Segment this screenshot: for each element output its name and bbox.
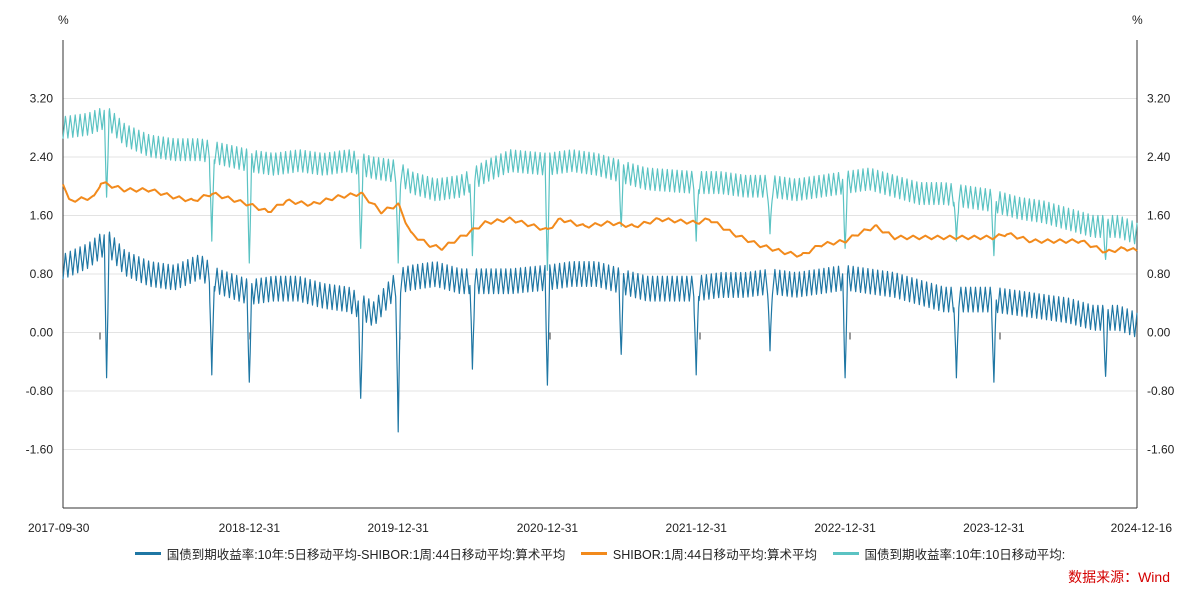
- legend-label-bond-yield: 国债到期收益率:10年:10日移动平均:: [864, 548, 1066, 562]
- legend: 国债到期收益率:10年:5日移动平均-SHIBOR:1周:44日移动平均:算术平…: [0, 544, 1200, 563]
- x-tick-label: 2021-12-31: [666, 521, 728, 535]
- x-tick-label: 2020-12-31: [517, 521, 579, 535]
- data-source-note: 数据来源：Wind: [1068, 569, 1170, 585]
- y-tick-label-right: 1.60: [1147, 209, 1171, 223]
- series-line-1: [62, 181, 1138, 258]
- legend-label-spread: 国债到期收益率:10年:5日移动平均-SHIBOR:1周:44日移动平均:算术平…: [166, 548, 566, 562]
- y-tick-label-left: 0.00: [30, 326, 54, 340]
- y-tick-label-right: -0.80: [1147, 384, 1175, 398]
- legend-swatch-spread: [134, 552, 161, 555]
- x-tick-label: 2019-12-31: [367, 521, 429, 535]
- series-layer: [62, 108, 1138, 433]
- legend-item-shibor: SHIBOR:1周:44日移动平均:算术平均: [580, 544, 818, 563]
- x-tick-label: 2024-12-16: [1111, 521, 1173, 535]
- y-tick-label-left: 1.60: [30, 209, 54, 223]
- x-tick-label: 2017-09-30: [28, 521, 90, 535]
- series-line-2: [62, 108, 1138, 271]
- y-tick-label-right: -1.60: [1147, 443, 1175, 457]
- legend-item-bond-yield: 国债到期收益率:10年:10日移动平均:: [832, 544, 1066, 563]
- series-line-0: [62, 231, 1138, 433]
- y-tick-label-left: 3.20: [30, 92, 54, 106]
- x-tick-label: 2023-12-31: [963, 521, 1025, 535]
- y-tick-label-right: 3.20: [1147, 92, 1171, 106]
- right-unit-label: %: [1132, 13, 1143, 27]
- chart-svg: 3.20 3.20 2.40 2.40 1.60 1.60 0.80 0.80 0.00 0.00…: [26, 13, 1175, 535]
- legend-swatch-shibor: [580, 552, 607, 555]
- y-tick-label-right: 0.80: [1147, 267, 1171, 281]
- legend-item-spread: 国债到期收益率:10年:5日移动平均-SHIBOR:1周:44日移动平均:算术平…: [134, 544, 566, 563]
- y-tick-label-left: 2.40: [30, 150, 54, 164]
- legend-label-shibor: SHIBOR:1周:44日移动平均:算术平均: [612, 548, 818, 562]
- x-tick-label: 2018-12-31: [219, 521, 281, 535]
- left-unit-label: %: [58, 13, 69, 27]
- y-tick-label-right: 0.00: [1147, 326, 1171, 340]
- axes: 3.20 3.20 2.40 2.40 1.60 1.60 0.80 0.80 0.00 0.00…: [26, 40, 1175, 535]
- legend-swatch-bond-yield: [832, 552, 859, 555]
- y-tick-label-left: -0.80: [26, 384, 54, 398]
- x-tick-label: 2022-12-31: [814, 521, 876, 535]
- y-tick-label-left: 0.80: [30, 267, 54, 281]
- y-tick-label-left: -1.60: [26, 443, 54, 457]
- y-tick-label-right: 2.40: [1147, 150, 1171, 164]
